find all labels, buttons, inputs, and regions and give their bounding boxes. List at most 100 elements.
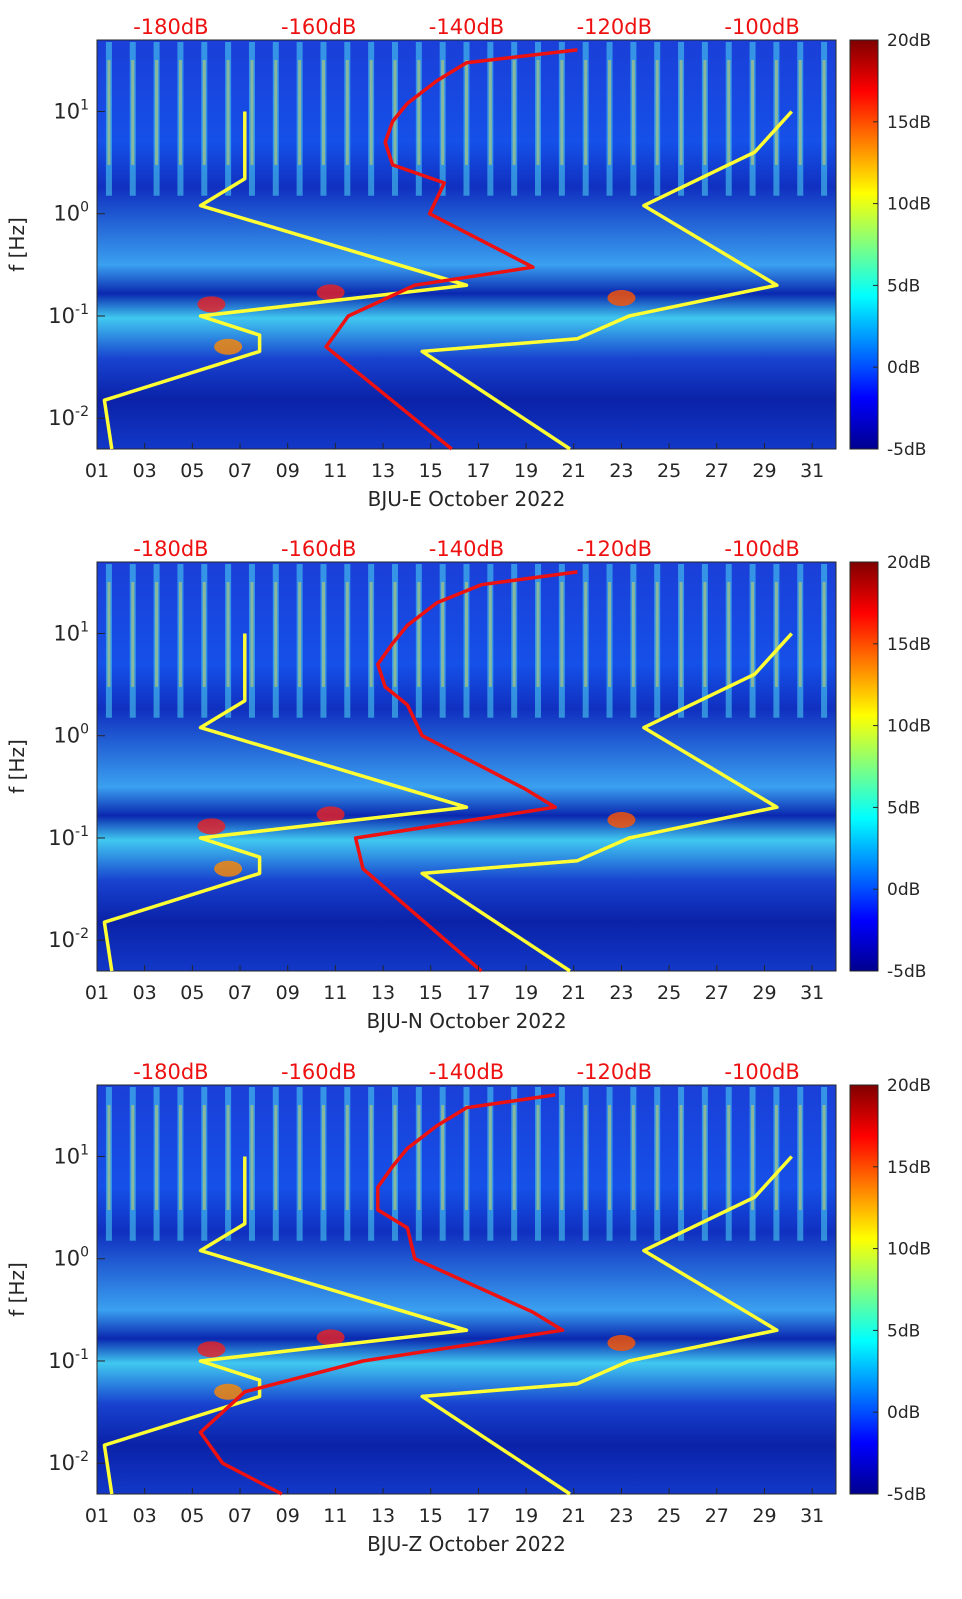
plot-frame [96, 39, 837, 450]
daily-stripe [463, 1087, 470, 1241]
daily-stripe [606, 564, 613, 718]
daily-stripe-core [536, 60, 540, 165]
y-tick-label: 101 [53, 619, 89, 645]
daily-stripe-core [321, 1105, 325, 1210]
daily-stripe-core [679, 60, 683, 165]
daily-stripe [320, 42, 327, 196]
daily-stripe-core [560, 1105, 564, 1210]
daily-stripe-core [560, 582, 564, 687]
y-axis-title: f [Hz] [5, 739, 29, 794]
x-tick-label: 29 [752, 460, 776, 482]
x-tick-label: 27 [705, 982, 729, 1004]
plot-frame [96, 561, 837, 972]
daily-stripe [129, 42, 136, 196]
daily-stripe [558, 1087, 565, 1241]
x-tick-label: 03 [133, 1505, 157, 1527]
nlnm-curve [102, 1156, 469, 1495]
daily-stripe [201, 1087, 208, 1241]
daily-stripe-core [608, 582, 612, 687]
daily-stripe-core [345, 1105, 349, 1210]
y-tick-label: 10-1 [48, 1347, 89, 1373]
daily-stripe-core [727, 1105, 731, 1210]
daily-stripe-core [798, 582, 802, 687]
colorbar: 20dB 15dB 10dB 5dB 0dB -5dB [849, 1076, 931, 1505]
y-axis: 10-2 10-1 100 101 f [Hz] [5, 619, 105, 952]
daily-stripe-core [631, 582, 635, 687]
energy-hotspot [316, 284, 345, 301]
top-axis-db-label: -160dB [281, 537, 356, 561]
x-tick-label: 05 [180, 460, 204, 482]
y-axis: 10-2 10-1 100 101 f [Hz] [5, 97, 105, 430]
energy-hotspot [316, 1329, 345, 1346]
daily-stripe [368, 564, 375, 718]
colorbar-tick-label: 10dB [887, 1240, 931, 1260]
y-tick-label: 10-1 [48, 302, 89, 328]
daily-stripe-core [226, 582, 230, 687]
daily-stripe [201, 564, 208, 718]
daily-stripe [701, 564, 708, 718]
colorbar-tick-label: 0dB [887, 358, 920, 378]
daily-stripe-core [345, 60, 349, 165]
daily-stripe [177, 564, 184, 718]
colorbar: 20dB 15dB 10dB 5dB 0dB -5dB [849, 553, 931, 982]
daily-stripe [773, 564, 780, 718]
x-tick-label: 09 [276, 460, 300, 482]
y-tick-label: 10-1 [48, 824, 89, 850]
daily-stripe [177, 1087, 184, 1241]
daily-stripe [773, 42, 780, 196]
daily-stripe-core [465, 1105, 468, 1210]
x-tick-label: 01 [85, 1505, 109, 1527]
daily-stripe [105, 564, 112, 718]
daily-stripe [415, 42, 422, 196]
colorbar-tick-label: 5dB [887, 1321, 920, 1341]
x-tick-label: 09 [276, 982, 300, 1004]
x-tick-label: 27 [705, 1505, 729, 1527]
nhnm-curve [420, 632, 793, 973]
daily-stripe-core [631, 60, 635, 165]
x-tick-label: 07 [228, 982, 252, 1004]
daily-stripe-core [178, 582, 182, 687]
daily-stripe-core [584, 60, 588, 165]
daily-stripe [511, 564, 518, 718]
colorbar-tick-label: 20dB [887, 31, 931, 51]
x-tick-label: 31 [800, 982, 824, 1004]
energy-hotspot [197, 818, 226, 835]
y-axis-title: f [Hz] [5, 1262, 29, 1317]
daily-stripe [153, 1087, 160, 1241]
daily-stripe-core [822, 582, 826, 687]
station-psd-curve [198, 1093, 565, 1496]
daily-stripe-core [417, 1105, 421, 1210]
x-tick-label: 27 [705, 460, 729, 482]
colorbar-tick-label: 5dB [887, 276, 920, 296]
x-tick-label: 01 [85, 460, 109, 482]
daily-stripe-core [250, 60, 254, 165]
daily-stripe [225, 564, 232, 718]
daily-stripe [487, 1087, 494, 1241]
noise-model-top-axis: -180dB -160dB -140dB -120dB -100dB [133, 15, 800, 39]
daily-stripe-core [488, 1105, 492, 1210]
top-axis-db-label: -120dB [577, 15, 652, 39]
x-tick-label: 03 [133, 460, 157, 482]
colorbar-tick-label: 5dB [887, 798, 920, 818]
nhnm-curve [420, 1155, 793, 1496]
daily-stripe-core [727, 582, 731, 687]
x-tick-label: 23 [609, 982, 633, 1004]
x-tick-label: 19 [514, 460, 538, 482]
daily-stripe [654, 1087, 661, 1241]
daily-stripe-core [703, 1105, 707, 1210]
daily-stripe-core [321, 60, 325, 165]
daily-stripe [272, 1087, 279, 1241]
daily-stripe [368, 42, 375, 196]
daily-stripe-core [369, 582, 373, 687]
daily-stripe-core [226, 1105, 230, 1210]
daily-stripe-core [417, 60, 421, 165]
daily-stripe-core [441, 582, 445, 687]
daily-stripe-core [536, 582, 540, 687]
top-axis-db-label: -160dB [281, 15, 356, 39]
colorbar-tick-label: -5dB [887, 1485, 926, 1505]
top-axis-db-label: -100dB [724, 537, 799, 561]
daily-stripe [535, 42, 542, 196]
x-tick-label: 21 [562, 982, 586, 1004]
daily-stripe-core [584, 582, 588, 687]
x-tick-label: 21 [562, 1505, 586, 1527]
